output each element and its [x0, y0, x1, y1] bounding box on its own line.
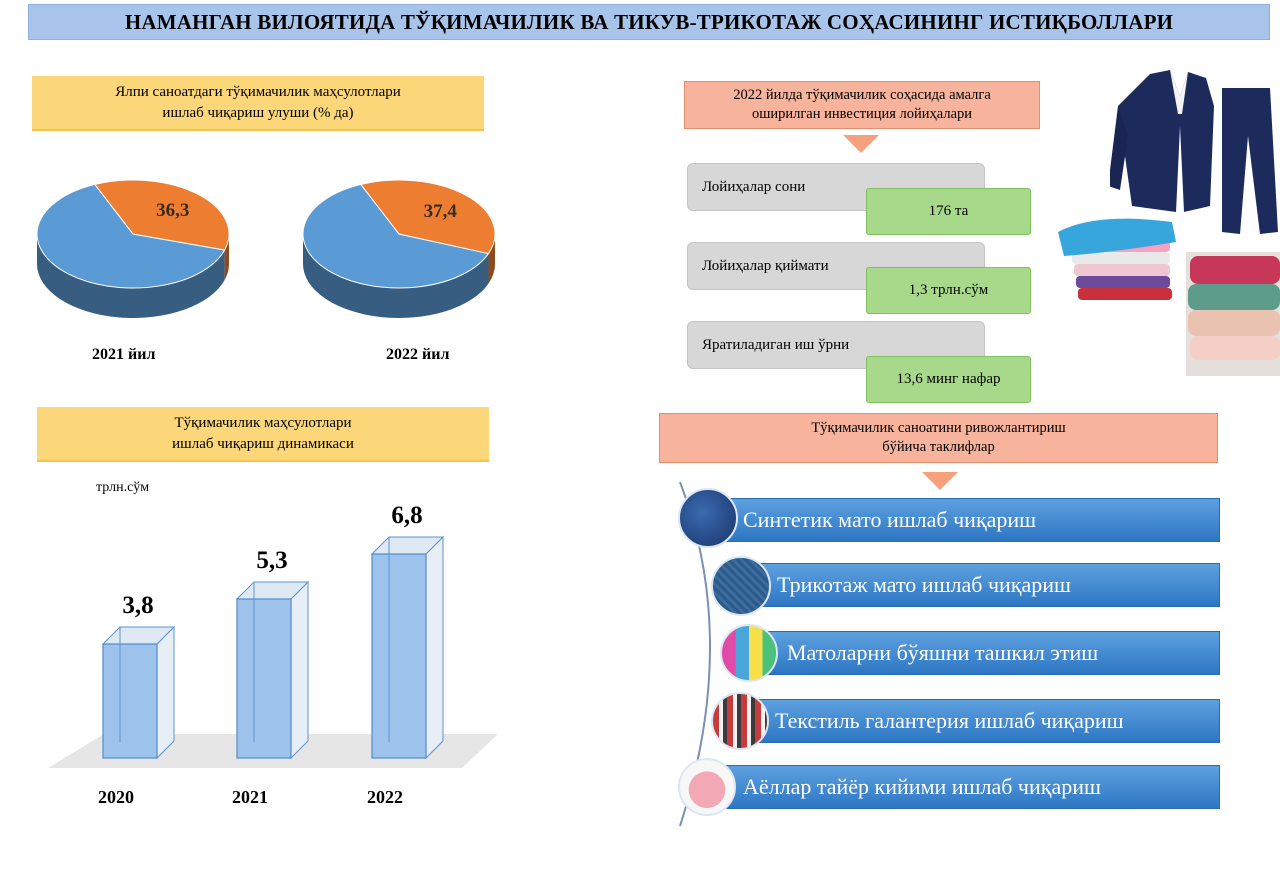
pie-value-label: 37,4	[424, 201, 458, 222]
bar-front	[102, 643, 158, 759]
invest-item-projects-value: 176 та	[866, 188, 1031, 235]
proposal-label: Синтетик мато ишлаб чиқариш	[743, 507, 1037, 532]
knit-fabric-icon	[711, 556, 771, 616]
proposal-synthetic-fabric: Синтетик мато ишлаб чиқариш	[708, 498, 1220, 542]
pie-slice-orange	[94, 179, 230, 251]
haberdashery-icon	[711, 692, 769, 750]
dyed-fabric-icon	[720, 624, 778, 682]
production-bar-chart: 3,8 2020 5,3 2021 6,8 2022	[48, 502, 498, 807]
share-heading-line2: ишлаб чиқариш улуши (% да)	[162, 104, 354, 121]
proposal-label: Матоларни бўяшни ташкил этиш	[787, 640, 1099, 665]
pie-slice-blue	[302, 183, 490, 289]
dynamics-heading-line1: Тўқимачилик маҳсулотлари	[174, 415, 352, 432]
bar-front	[236, 598, 292, 759]
invest-item-jobs-value: 13,6 минг нафар	[866, 356, 1031, 403]
proposal-fabric-dyeing: Матоларни бўяшни ташкил этиш	[750, 631, 1220, 675]
proposal-haberdashery: Текстиль галантерия ишлаб чиқариш	[742, 699, 1220, 743]
proposals-arrow	[922, 472, 958, 490]
bar-side	[425, 535, 444, 760]
proposal-womens-clothing: Аёллар тайёр кийими ишлаб чиқариш	[708, 765, 1220, 809]
blouse-icon	[678, 758, 736, 816]
invest-item-cost-value: 1,3 трлн.сўм	[866, 267, 1031, 314]
share-pie-charts: 36,3 37,4	[36, 179, 496, 318]
dynamics-heading-line2: ишлаб чиқариш динамикаси	[172, 435, 354, 452]
invest-arrow	[843, 135, 879, 153]
bar-front	[371, 553, 427, 759]
bar-unit-label: трлн.сўм	[96, 480, 150, 495]
pie-side-blue	[303, 234, 489, 318]
pie-side-orange	[224, 234, 229, 281]
proposals-heading-line2: бўйича таклифлар	[882, 439, 995, 455]
bar-category-label: 2021	[232, 787, 268, 807]
bar-value-label: 6,8	[391, 502, 422, 529]
share-heading-line1: Ялпи саноатдаги тўқимачилик маҳсулотлари	[115, 84, 401, 101]
pie-2021-year-label: 2021 йил	[92, 346, 156, 363]
pie-side-orange	[488, 234, 495, 284]
blue-fabric-icon	[678, 488, 738, 548]
invest-heading-line1: 2022 йилда тўқимачилик соҳасида амалга	[733, 87, 991, 104]
bar-category-label: 2022	[367, 787, 403, 807]
bar-2022: 6,8 2022	[367, 502, 445, 807]
fabric-rolls-image	[1186, 252, 1280, 376]
bar-side	[156, 625, 175, 760]
pie-0: 36,3	[36, 179, 230, 318]
share-heading: Ялпи саноатдаги тўқимачилик маҳсулотлари…	[32, 76, 484, 131]
proposal-label: Аёллар тайёр кийими ишлаб чиқариш	[743, 774, 1101, 799]
proposals-heading: Тўқимачилик саноатини ривожлантириш бўйи…	[659, 413, 1218, 463]
proposal-knit-fabric: Трикотаж мато ишлаб чиқариш	[742, 563, 1220, 607]
dynamics-heading: Тўқимачилик маҳсулотлари ишлаб чиқариш д…	[37, 407, 489, 462]
bar-value-label: 5,3	[256, 547, 287, 574]
towels-image	[1058, 218, 1176, 300]
bar-2021: 5,3 2021	[232, 547, 310, 807]
page-title: НАМАНГАН ВИЛОЯТИДА ТЎҚИМАЧИЛИК ВА ТИКУВ-…	[28, 4, 1270, 40]
pie-side-blue	[37, 234, 225, 318]
pie-2022-year-label: 2022 йил	[386, 346, 450, 363]
proposals-heading-line1: Тўқимачилик саноатини ривожлантириш	[811, 420, 1066, 437]
bar-side	[290, 580, 309, 760]
bar-category-label: 2020	[98, 787, 134, 807]
invest-heading-line2: оширилган инвестиция лойиҳалари	[751, 106, 973, 122]
proposal-label: Текстиль галантерия ишлаб чиқариш	[775, 708, 1124, 733]
pie-slice-orange	[360, 179, 496, 255]
pie-value-label: 36,3	[156, 200, 189, 221]
invest-heading: 2022 йилда тўқимачилик соҳасида амалга о…	[684, 81, 1040, 129]
pie-slice-blue	[36, 183, 226, 289]
pie-1: 37,4	[302, 179, 496, 318]
bar-value-label: 3,8	[122, 592, 153, 619]
bar-2020: 3,8 2020	[98, 592, 176, 807]
suit-image	[1110, 70, 1278, 234]
proposal-label: Трикотаж мато ишлаб чиқариш	[777, 572, 1071, 597]
